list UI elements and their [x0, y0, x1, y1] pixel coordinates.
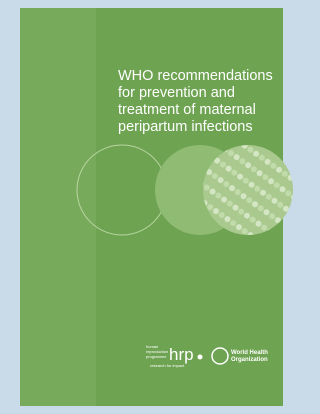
hrp-tagline: research for impact [150, 363, 185, 368]
hrp-small: programme [146, 354, 167, 359]
title-line: WHO recommendations [118, 68, 273, 84]
left-strip [20, 8, 96, 406]
hrp-logo: hrp [169, 345, 194, 364]
cover: WHO recommendations for prevention and t… [0, 0, 293, 414]
title-line: treatment of maternal [118, 102, 256, 118]
hrp-dot [198, 355, 203, 360]
title-line: peripartum infections [118, 119, 253, 135]
who-name: World Health [231, 350, 268, 356]
title-line: for prevention and [118, 85, 235, 101]
page: WHO recommendations for prevention and t… [0, 0, 293, 414]
who-name: Organization [231, 357, 268, 363]
